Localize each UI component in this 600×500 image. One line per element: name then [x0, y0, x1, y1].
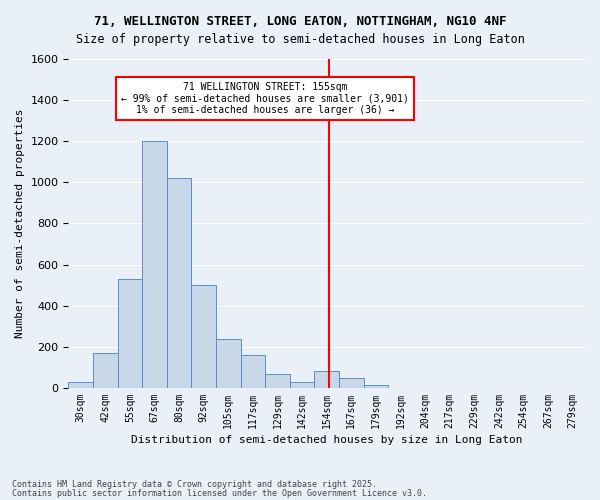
Text: 71 WELLINGTON STREET: 155sqm
← 99% of semi-detached houses are smaller (3,901)
1: 71 WELLINGTON STREET: 155sqm ← 99% of se…	[121, 82, 409, 115]
X-axis label: Distribution of semi-detached houses by size in Long Eaton: Distribution of semi-detached houses by …	[131, 435, 523, 445]
Bar	[339, 378, 364, 388]
Text: Size of property relative to semi-detached houses in Long Eaton: Size of property relative to semi-detach…	[76, 32, 524, 46]
Text: Contains HM Land Registry data © Crown copyright and database right 2025.: Contains HM Land Registry data © Crown c…	[12, 480, 377, 489]
Bar	[290, 382, 314, 388]
Bar	[191, 285, 216, 388]
Bar	[314, 372, 339, 388]
Bar	[241, 355, 265, 388]
Bar	[118, 279, 142, 388]
Y-axis label: Number of semi-detached properties: Number of semi-detached properties	[15, 108, 25, 338]
Bar	[364, 385, 388, 388]
Bar	[142, 141, 167, 388]
Text: 71, WELLINGTON STREET, LONG EATON, NOTTINGHAM, NG10 4NF: 71, WELLINGTON STREET, LONG EATON, NOTTI…	[94, 15, 506, 28]
Text: Contains public sector information licensed under the Open Government Licence v3: Contains public sector information licen…	[12, 489, 427, 498]
Bar	[167, 178, 191, 388]
Bar	[216, 338, 241, 388]
Bar	[68, 382, 93, 388]
Bar	[265, 374, 290, 388]
Bar	[93, 353, 118, 388]
